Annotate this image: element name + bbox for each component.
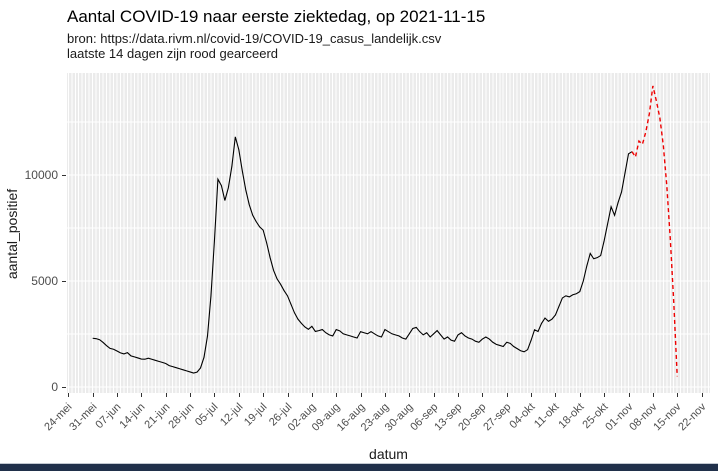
y-tick-mark [62,387,66,388]
chart-subtitle-note: laatste 14 dagen zijn rood gearceerd [67,46,279,61]
plot-panel [67,73,710,393]
x-tick-mark [677,393,679,397]
x-tick-mark [190,393,192,397]
series-laatste-14-dagen [631,85,678,377]
x-axis-title: datum [369,446,408,462]
y-tick-label: 0 [51,380,58,394]
x-tick-mark [701,393,703,397]
x-tick-mark [68,393,70,397]
x-tick-mark [506,393,508,397]
x-tick-mark [555,393,557,397]
x-tick-mark [604,393,606,397]
x-tick-mark [579,393,581,397]
x-tick-mark [238,393,240,397]
x-tick-mark [287,393,289,397]
y-tick-label: 5000 [31,274,58,288]
y-tick-label: 10000 [24,168,58,182]
x-tick-mark [117,393,118,397]
y-tick-mark [62,175,66,176]
x-tick-mark [652,393,654,397]
x-tick-mark [360,393,362,397]
x-tick-mark [628,393,630,397]
x-tick-mark [458,393,459,397]
x-tick-mark [92,393,94,397]
x-tick-mark [409,393,411,397]
window-divider-line [0,463,718,464]
x-tick-mark [384,393,386,397]
plot-svg [67,73,710,393]
x-tick-mark [214,393,216,397]
x-tick-mark [336,393,338,397]
bottom-bar [0,464,718,471]
series-aantal-positief [92,136,633,374]
x-tick-mark [311,393,313,397]
x-tick-mark [433,393,435,397]
x-tick-mark [531,393,533,397]
y-tick-mark [62,281,66,282]
chart-subtitle-source: bron: https://data.rivm.nl/covid-19/COVI… [67,31,442,46]
x-tick-mark [482,393,484,397]
chart-title: Aantal COVID-19 naar eerste ziektedag, o… [67,7,486,26]
x-tick-mark [141,393,143,397]
x-tick-mark [263,393,265,397]
x-tick-mark [165,393,167,397]
